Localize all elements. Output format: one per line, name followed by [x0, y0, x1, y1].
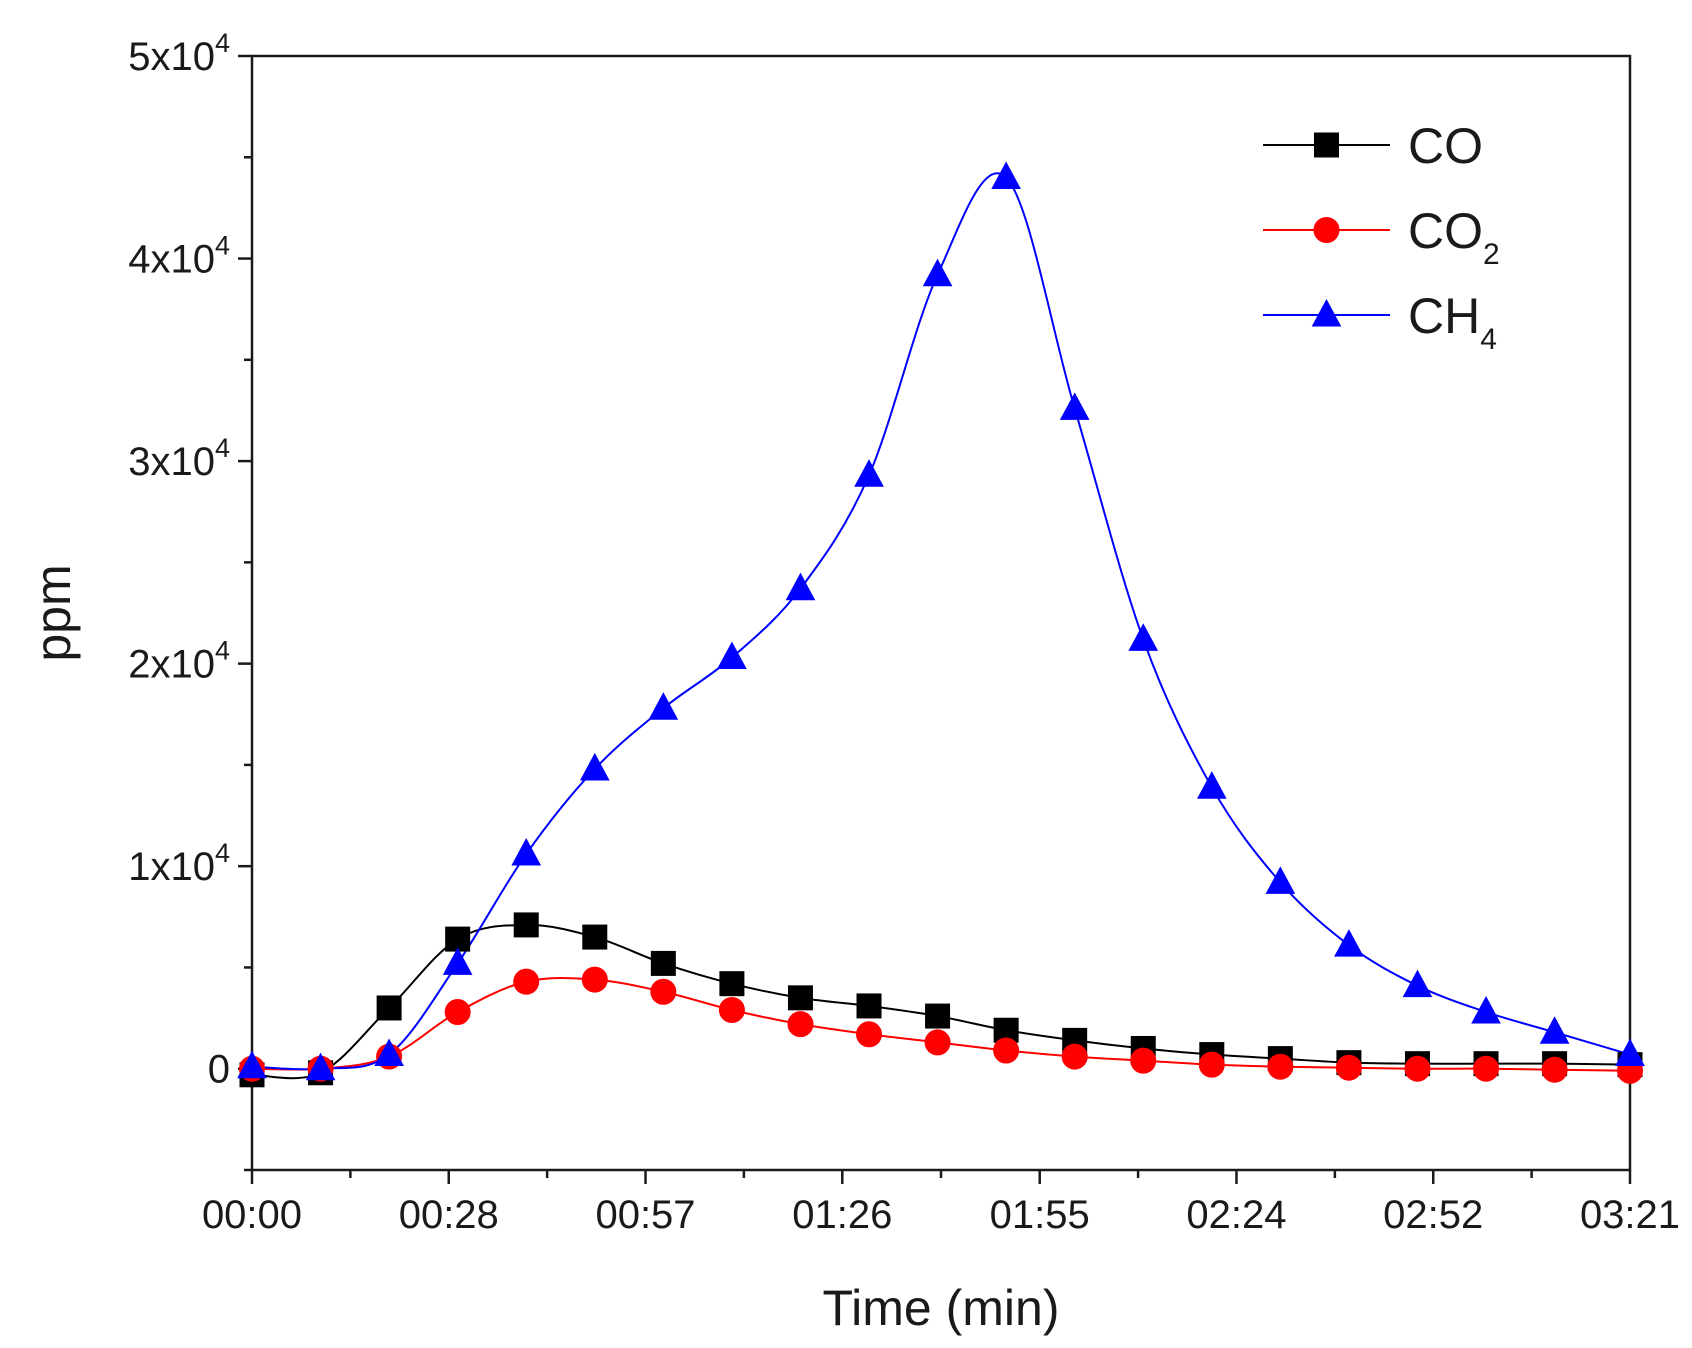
data-point-ch4 [237, 1050, 267, 1079]
x-tick-label: 02:24 [1186, 1193, 1286, 1237]
data-point-co [445, 926, 471, 952]
data-point-co2 [581, 966, 608, 993]
y-axis-title: ppm [25, 564, 81, 661]
y-tick-label: 0 [208, 1048, 230, 1092]
data-point-ch4 [991, 161, 1021, 190]
data-point-co2 [1130, 1047, 1157, 1074]
legend-label: CO [1408, 118, 1483, 174]
series-markers-co [239, 912, 1643, 1088]
data-point-ch4 [1615, 1038, 1645, 1067]
data-point-co [856, 993, 882, 1019]
x-tick-label: 01:26 [792, 1193, 892, 1237]
series-markers-ch4 [237, 161, 1645, 1081]
y-tick-label: 4x104 [128, 231, 230, 282]
x-tick-label: 00:57 [595, 1193, 695, 1237]
axes [238, 54, 1632, 1184]
x-tick-label: 03:21 [1580, 1193, 1680, 1237]
legend-label-main: CO [1408, 203, 1483, 259]
y-tick-exponent: 4 [215, 28, 230, 58]
data-point-ch4 [785, 572, 816, 601]
x-axis-title: Time (min) [822, 1280, 1059, 1336]
legend-label-subscript: 2 [1483, 238, 1500, 271]
data-point-co [719, 971, 745, 997]
legend-marker [1313, 217, 1340, 243]
data-point-co2 [993, 1037, 1020, 1064]
data-point-ch4 [922, 258, 953, 287]
data-point-co [582, 924, 608, 950]
data-point-co2 [444, 999, 471, 1026]
data-point-co2 [650, 978, 677, 1005]
data-point-co [787, 985, 813, 1011]
data-point-co2 [718, 996, 745, 1023]
data-point-ch4 [1128, 623, 1159, 651]
data-point-ch4 [1196, 771, 1227, 799]
data-point-co2 [1335, 1054, 1362, 1081]
legend-marker [1311, 298, 1342, 327]
data-point-ch4 [579, 752, 610, 781]
legend-label-subscript: 4 [1480, 323, 1497, 356]
data-point-co2 [1473, 1055, 1500, 1082]
legend-label: CH4 [1408, 288, 1497, 356]
legend-item-ch4: CH4 [1263, 288, 1497, 356]
data-point-ch4 [1334, 929, 1364, 957]
y-tick-label: 3x104 [128, 433, 230, 484]
y-tick-mantissa: 4x10 [128, 238, 215, 282]
data-point-ch4 [305, 1052, 336, 1081]
data-point-ch4 [442, 947, 473, 975]
y-tick-mantissa: 0 [208, 1048, 230, 1092]
data-point-co [650, 950, 676, 976]
y-tick-exponent: 4 [215, 636, 230, 666]
series-layer [237, 161, 1645, 1088]
data-point-co [513, 912, 539, 938]
legend-item-co: CO [1263, 118, 1483, 174]
x-tick-label: 01:55 [990, 1193, 1090, 1237]
y-tick-mantissa: 2x10 [128, 643, 215, 687]
legend-marker [1314, 132, 1339, 158]
data-point-co2 [1061, 1043, 1088, 1070]
data-point-ch4 [648, 692, 679, 720]
y-tick-mantissa: 3x10 [128, 440, 215, 484]
data-point-co [376, 995, 402, 1021]
legend-label: CO2 [1408, 203, 1500, 271]
data-point-co2 [1541, 1056, 1568, 1083]
data-point-co2 [1198, 1051, 1225, 1078]
y-tick-exponent: 4 [215, 838, 230, 868]
y-tick-exponent: 4 [215, 231, 230, 261]
y-tick-mantissa: 5x10 [128, 35, 215, 79]
data-point-ch4 [511, 837, 542, 866]
data-point-co2 [787, 1011, 814, 1038]
data-point-co2 [924, 1029, 951, 1056]
data-point-ch4 [1539, 1016, 1570, 1044]
data-point-co [925, 1003, 951, 1029]
data-point-co2 [1404, 1055, 1431, 1082]
data-point-ch4 [854, 459, 884, 487]
data-point-ch4 [374, 1038, 404, 1067]
y-tick-label: 2x104 [128, 636, 230, 687]
y-tick-label: 1x104 [128, 838, 230, 889]
data-point-co2 [513, 968, 540, 995]
data-point-co2 [1267, 1053, 1294, 1080]
legend-item-co2: CO2 [1263, 203, 1500, 271]
x-tick-label: 00:28 [399, 1193, 499, 1237]
data-point-ch4 [1059, 392, 1090, 420]
y-tick-mantissa: 1x10 [128, 845, 215, 889]
x-tick-label: 00:00 [202, 1193, 302, 1237]
data-point-ch4 [1402, 969, 1433, 998]
y-tick-exponent: 4 [215, 433, 230, 463]
legend-label-main: CO [1408, 118, 1483, 174]
y-tick-label: 5x104 [128, 28, 230, 79]
data-point-co2 [856, 1021, 883, 1048]
x-tick-label: 02:52 [1383, 1193, 1483, 1237]
data-point-ch4 [1471, 995, 1501, 1024]
data-point-ch4 [717, 641, 747, 670]
legend-label-main: CH [1408, 288, 1480, 344]
data-point-ch4 [1265, 866, 1296, 894]
